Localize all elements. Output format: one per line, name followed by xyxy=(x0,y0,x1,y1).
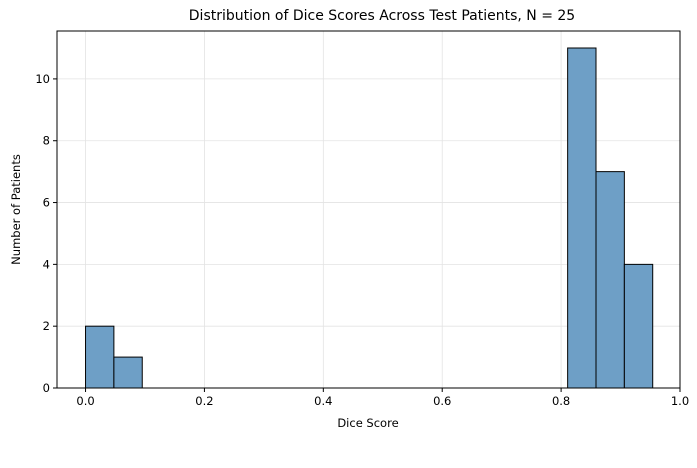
x-tick-label-2: 0.4 xyxy=(314,394,332,408)
histogram-bar-1 xyxy=(113,356,143,389)
x-tick-label-1: 0.2 xyxy=(195,394,213,408)
y-tick-label-1: 2 xyxy=(43,319,50,333)
y-tick-label-0: 0 xyxy=(43,381,50,395)
y-tick-label-4: 8 xyxy=(43,134,50,148)
histogram-bar-2 xyxy=(567,47,597,389)
x-tick-label-3: 0.6 xyxy=(433,394,451,408)
x-axis-ticks: 0.0 0.2 0.4 0.6 0.8 1.0 xyxy=(76,388,689,408)
plot-frame xyxy=(56,30,681,389)
y-tick-label-5: 10 xyxy=(35,72,50,86)
histogram-bar-3 xyxy=(595,171,625,389)
y-tick-label-3: 6 xyxy=(43,196,50,210)
x-tick-label-4: 0.8 xyxy=(552,394,570,408)
chart-title: Distribution of Dice Scores Across Test … xyxy=(189,8,575,24)
histogram-bar-4 xyxy=(623,263,654,389)
histogram-bar-0 xyxy=(85,325,115,389)
x-tick-label-5: 1.0 xyxy=(671,394,689,408)
x-tick-label-0: 0.0 xyxy=(76,394,94,408)
x-axis-label: Dice Score xyxy=(337,416,398,430)
bars-group xyxy=(85,47,654,389)
y-axis-ticks: 0 2 4 6 8 10 xyxy=(35,72,57,395)
y-axis-label: Number of Patients xyxy=(9,154,23,265)
y-tick-label-2: 4 xyxy=(43,257,50,271)
